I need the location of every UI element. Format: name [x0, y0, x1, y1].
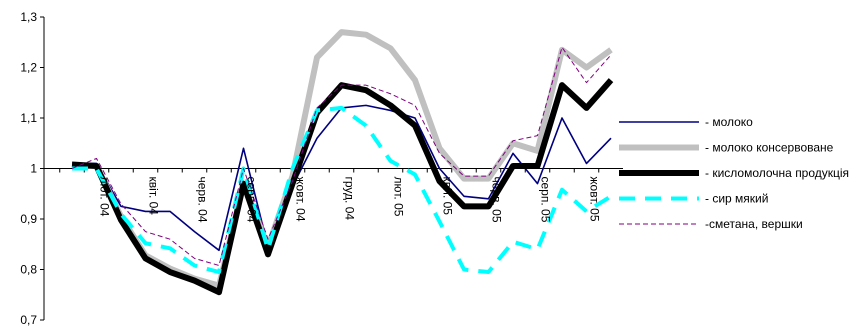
x-tick-label: лют. 04 — [98, 177, 112, 217]
y-tick-label: 0,9 — [20, 212, 37, 226]
legend-label-2: - молоко консервоване — [705, 141, 834, 155]
y-tick-label: 1,2 — [20, 61, 37, 75]
y-tick-label: 0,7 — [20, 313, 37, 326]
legend-label-1: - молоко — [705, 115, 753, 129]
x-tick-label: черв. 04 — [196, 177, 210, 223]
y-tick-label: 1,3 — [20, 10, 37, 24]
x-tick-label: лют. 05 — [392, 177, 406, 217]
y-tick-label: 0,8 — [20, 263, 37, 277]
legend: - молоко - молоко консервоване - кисломоло… — [619, 115, 849, 231]
x-tick-label: серп. 04 — [245, 177, 259, 223]
x-tick-label: серп. 05 — [539, 177, 553, 223]
legend-label-4: - сир мякий — [705, 192, 768, 206]
plot-area: 0,7 0,8 0,9 1 1,1 1,2 1,3 лют. 04 квіт. 04 черв. … — [20, 10, 623, 326]
y-tick-label: 1,1 — [20, 111, 37, 125]
x-tick-label: квіт. 05 — [441, 177, 455, 216]
x-tick-label: черв. 05 — [490, 177, 504, 223]
x-tick-label: груд. 04 — [343, 177, 357, 221]
x-tick-label: жовт. 05 — [588, 177, 602, 222]
series-line-4 — [72, 105, 613, 275]
y-tick-label: 1 — [30, 162, 37, 176]
series-line-5 — [71, 46, 612, 266]
x-tick-label: жовт. 04 — [294, 177, 308, 222]
x-tick-label: квіт. 04 — [147, 177, 161, 216]
legend-label-5: -сметана, вершки — [705, 217, 803, 231]
legend-label-3: - кисломолочна продукція — [705, 166, 849, 180]
